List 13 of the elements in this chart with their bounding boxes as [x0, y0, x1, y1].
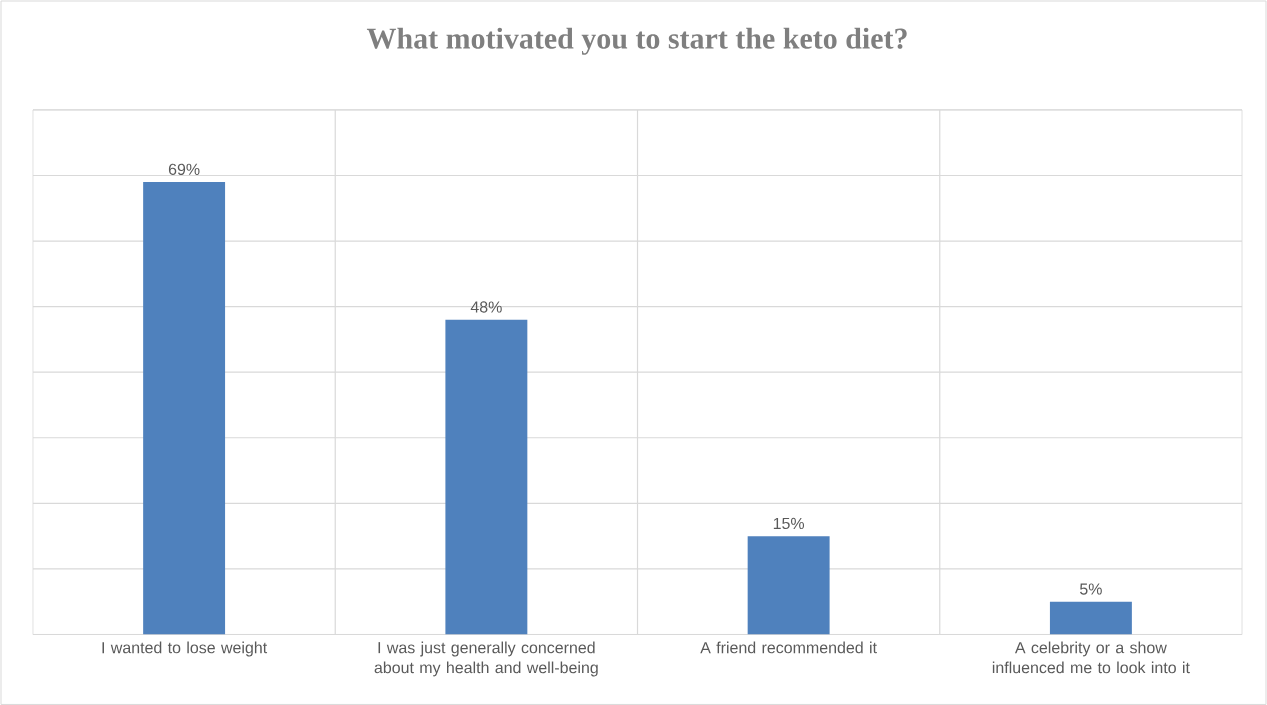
chart-title: What motivated you to start the keto diet? [366, 27, 907, 55]
x-tick-label: I wanted to lose weight [102, 641, 268, 657]
bar [1049, 601, 1132, 635]
data-label: 69% [168, 163, 200, 175]
x-tick-label: A celebrity or a show influenced me to look into it [992, 641, 1190, 674]
bar [747, 535, 830, 635]
x-tick-label: I was just generally concerned about my health and well-being [374, 641, 598, 677]
data-label: 48% [470, 301, 502, 313]
x-tick-label: A friend recommended it [700, 641, 877, 654]
data-label: 5% [1079, 583, 1102, 595]
data-label: 15% [773, 517, 805, 529]
bar [445, 319, 528, 635]
bar [143, 181, 226, 635]
